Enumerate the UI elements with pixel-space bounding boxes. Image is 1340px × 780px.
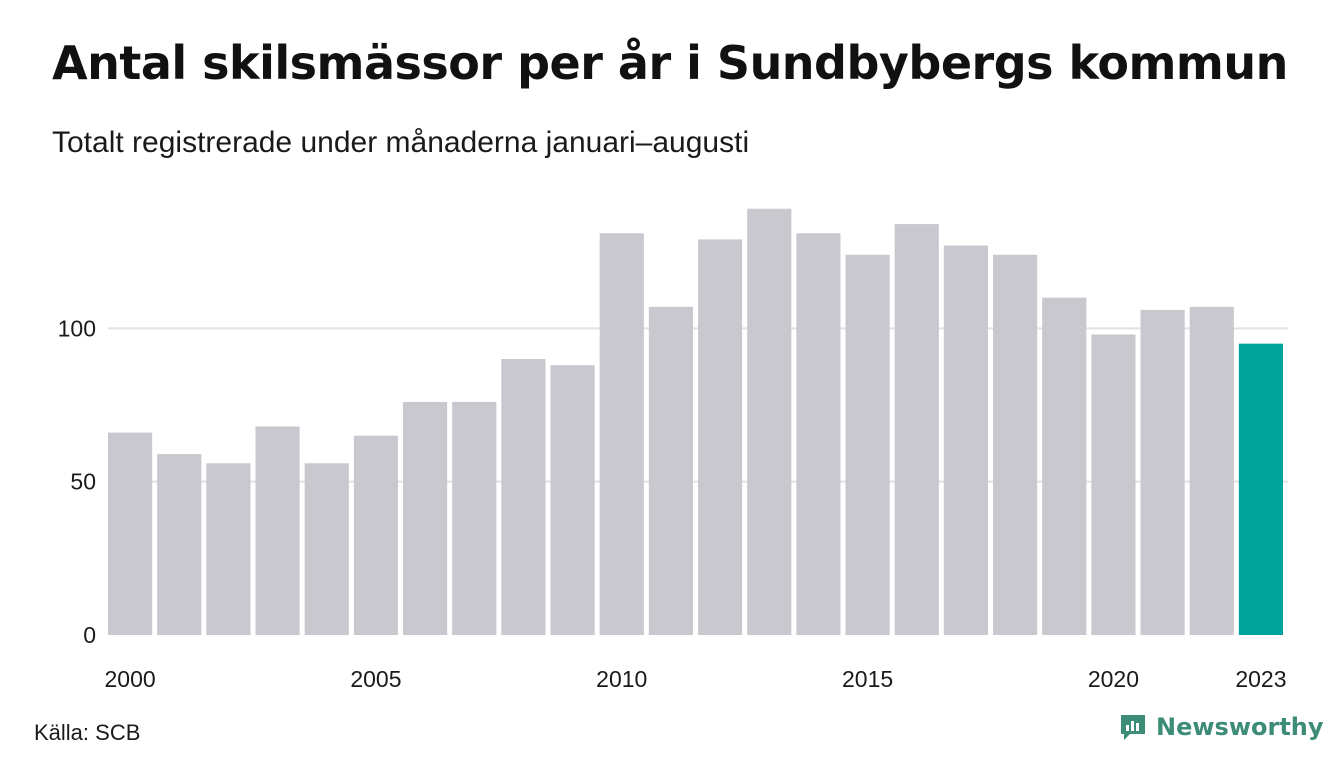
brand-logo[interactable]: Newsworthy <box>1118 712 1324 742</box>
bar-2014 <box>796 233 841 635</box>
bar-2008 <box>501 359 546 635</box>
x-tick-label: 2000 <box>104 666 155 692</box>
x-tick-label: 2020 <box>1088 666 1139 692</box>
bar-2016 <box>894 224 939 635</box>
bar-2022 <box>1189 306 1234 635</box>
bar-2020 <box>1091 334 1136 635</box>
newsworthy-logo-icon <box>1121 715 1145 740</box>
bar-2018 <box>993 254 1038 636</box>
bar-2004 <box>304 463 349 635</box>
y-tick-label: 50 <box>70 469 96 495</box>
bar-2000 <box>108 432 153 635</box>
y-tick-label: 0 <box>83 622 96 648</box>
bar-2005 <box>353 435 398 635</box>
bar-2017 <box>943 245 988 635</box>
bar-2010 <box>599 233 644 635</box>
x-tick-label: 2005 <box>350 666 401 692</box>
bar-2013 <box>747 208 792 636</box>
source-note: Källa: SCB <box>34 720 141 745</box>
bar-2015 <box>845 254 890 636</box>
bar-2007 <box>452 401 497 635</box>
bar-2011 <box>648 306 693 635</box>
x-axis-ticks: 2000 2005 2010 2015 2020 2023 <box>104 666 1286 692</box>
bar-2003 <box>255 426 300 635</box>
x-tick-label: 2010 <box>596 666 647 692</box>
bar-2009 <box>550 365 595 635</box>
bars <box>108 208 1283 636</box>
brand-name: Newsworthy <box>1156 713 1324 741</box>
bar-2019 <box>1042 297 1087 635</box>
y-axis-ticks: 0 50 100 <box>58 315 96 648</box>
bar-2021 <box>1140 309 1185 635</box>
bar-2006 <box>403 401 448 635</box>
chart-subtitle: Totalt registrerade under månaderna janu… <box>52 126 750 159</box>
bar-2012 <box>698 239 743 635</box>
bar-2001 <box>157 454 202 635</box>
y-tick-label: 100 <box>58 315 96 341</box>
x-tick-label: 2023 <box>1235 666 1286 692</box>
bar-2023 <box>1238 343 1283 635</box>
x-tick-label: 2015 <box>842 666 893 692</box>
chart-title: Antal skilsmässor per år i Sundbybergs k… <box>52 36 1288 90</box>
bar-2002 <box>206 463 251 635</box>
